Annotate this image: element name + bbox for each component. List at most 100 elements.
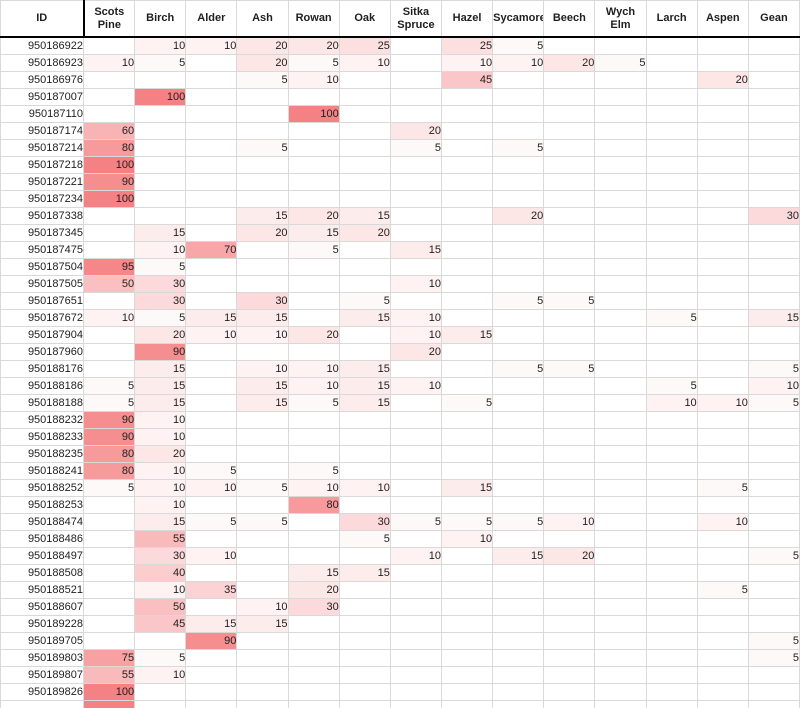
value-cell-larch[interactable] xyxy=(645,173,698,191)
value-cell-alder[interactable] xyxy=(185,649,238,667)
value-cell-oak[interactable] xyxy=(338,71,391,89)
value-cell-ash[interactable] xyxy=(236,411,289,429)
value-cell-larch[interactable] xyxy=(645,411,698,429)
value-cell-gean[interactable] xyxy=(747,598,800,616)
value-cell-wych-elm[interactable] xyxy=(594,615,647,633)
value-cell-sitka-spruce[interactable] xyxy=(389,445,442,463)
value-cell-gean[interactable] xyxy=(747,258,800,276)
value-cell-ash[interactable] xyxy=(236,241,289,259)
value-cell-alder[interactable] xyxy=(185,173,238,191)
value-cell-aspen[interactable] xyxy=(696,615,749,633)
value-cell-sycamore[interactable]: 5 xyxy=(492,360,545,378)
value-cell-beech[interactable] xyxy=(543,343,596,361)
value-cell-wych-elm[interactable] xyxy=(594,445,647,463)
value-cell-alder[interactable] xyxy=(185,275,238,293)
value-cell-wych-elm[interactable] xyxy=(594,139,647,157)
value-cell-sycamore[interactable] xyxy=(492,479,545,497)
value-cell-beech[interactable] xyxy=(543,394,596,412)
value-cell-birch[interactable]: 15 xyxy=(134,377,187,395)
value-cell-larch[interactable]: 5 xyxy=(645,377,698,395)
value-cell-birch[interactable]: 10 xyxy=(134,428,187,446)
id-cell[interactable]: 950189807 xyxy=(0,666,84,684)
value-cell-alder[interactable] xyxy=(185,343,238,361)
value-cell-oak[interactable] xyxy=(338,105,391,123)
value-cell-sitka-spruce[interactable] xyxy=(389,54,442,72)
value-cell-sitka-spruce[interactable] xyxy=(389,632,442,650)
value-cell-oak[interactable] xyxy=(338,581,391,599)
value-cell-wych-elm[interactable] xyxy=(594,258,647,276)
value-cell-hazel[interactable] xyxy=(440,683,494,701)
value-cell-wych-elm[interactable] xyxy=(594,394,647,412)
value-cell-ash[interactable]: 5 xyxy=(236,513,289,531)
value-cell-oak[interactable]: 15 xyxy=(338,394,391,412)
value-cell-alder[interactable] xyxy=(185,88,238,106)
value-cell-beech[interactable] xyxy=(543,224,596,242)
value-cell-beech[interactable] xyxy=(543,683,596,701)
value-cell-larch[interactable] xyxy=(645,71,698,89)
value-cell-sitka-spruce[interactable] xyxy=(389,530,442,548)
value-cell-ash[interactable]: 15 xyxy=(236,309,289,327)
value-cell-larch[interactable] xyxy=(645,683,698,701)
value-cell-rowan[interactable]: 5 xyxy=(287,54,340,72)
value-cell-aspen[interactable] xyxy=(696,241,749,259)
value-cell-scots-pine[interactable]: 80 xyxy=(82,139,136,157)
value-cell-scots-pine[interactable]: 5 xyxy=(82,479,136,497)
column-header-beech[interactable]: Beech xyxy=(543,0,596,38)
value-cell-aspen[interactable] xyxy=(696,173,749,191)
value-cell-oak[interactable]: 25 xyxy=(338,36,391,55)
value-cell-birch[interactable]: 10 xyxy=(134,479,187,497)
value-cell-birch[interactable] xyxy=(134,105,187,123)
value-cell-beech[interactable] xyxy=(543,71,596,89)
value-cell-sitka-spruce[interactable] xyxy=(389,700,442,708)
value-cell-larch[interactable] xyxy=(645,292,698,310)
value-cell-wych-elm[interactable] xyxy=(594,241,647,259)
value-cell-aspen[interactable] xyxy=(696,156,749,174)
value-cell-sitka-spruce[interactable] xyxy=(389,88,442,106)
value-cell-birch[interactable]: 45 xyxy=(134,615,187,633)
value-cell-oak[interactable]: 15 xyxy=(338,564,391,582)
value-cell-ash[interactable] xyxy=(236,258,289,276)
value-cell-wych-elm[interactable] xyxy=(594,547,647,565)
value-cell-ash[interactable]: 20 xyxy=(236,54,289,72)
id-cell[interactable]: 950187651 xyxy=(0,292,84,310)
column-header-wych-elm[interactable]: Wych Elm xyxy=(594,0,647,38)
value-cell-beech[interactable] xyxy=(543,88,596,106)
value-cell-beech[interactable] xyxy=(543,445,596,463)
value-cell-scots-pine[interactable] xyxy=(82,632,136,650)
value-cell-birch[interactable]: 100 xyxy=(134,88,187,106)
value-cell-beech[interactable] xyxy=(543,632,596,650)
value-cell-hazel[interactable] xyxy=(440,139,494,157)
value-cell-ash[interactable]: 15 xyxy=(236,615,289,633)
value-cell-rowan[interactable] xyxy=(287,275,340,293)
value-cell-sycamore[interactable] xyxy=(492,632,545,650)
value-cell-hazel[interactable] xyxy=(440,224,494,242)
value-cell-ash[interactable] xyxy=(236,530,289,548)
value-cell-ash[interactable]: 10 xyxy=(236,598,289,616)
id-cell[interactable]: 950188521 xyxy=(0,581,84,599)
value-cell-wych-elm[interactable] xyxy=(594,71,647,89)
value-cell-ash[interactable]: 5 xyxy=(236,139,289,157)
value-cell-aspen[interactable] xyxy=(696,445,749,463)
value-cell-gean[interactable] xyxy=(747,190,800,208)
value-cell-rowan[interactable]: 5 xyxy=(287,394,340,412)
value-cell-scots-pine[interactable] xyxy=(82,207,136,225)
value-cell-beech[interactable] xyxy=(543,581,596,599)
value-cell-birch[interactable]: 10 xyxy=(134,36,187,55)
value-cell-hazel[interactable] xyxy=(440,360,494,378)
value-cell-scots-pine[interactable] xyxy=(82,292,136,310)
value-cell-wych-elm[interactable] xyxy=(594,360,647,378)
value-cell-rowan[interactable] xyxy=(287,173,340,191)
value-cell-hazel[interactable]: 15 xyxy=(440,479,494,497)
id-cell[interactable]: 950187174 xyxy=(0,122,84,140)
column-header-birch[interactable]: Birch xyxy=(134,0,187,38)
value-cell-beech[interactable] xyxy=(543,530,596,548)
value-cell-birch[interactable]: 10 xyxy=(134,462,187,480)
value-cell-gean[interactable] xyxy=(747,530,800,548)
value-cell-sitka-spruce[interactable] xyxy=(389,258,442,276)
value-cell-alder[interactable]: 10 xyxy=(185,36,238,55)
value-cell-sycamore[interactable]: 5 xyxy=(492,513,545,531)
value-cell-ash[interactable] xyxy=(236,122,289,140)
id-cell[interactable]: 950187345 xyxy=(0,224,84,242)
value-cell-ash[interactable]: 30 xyxy=(236,292,289,310)
id-cell[interactable]: 950188253 xyxy=(0,496,84,514)
